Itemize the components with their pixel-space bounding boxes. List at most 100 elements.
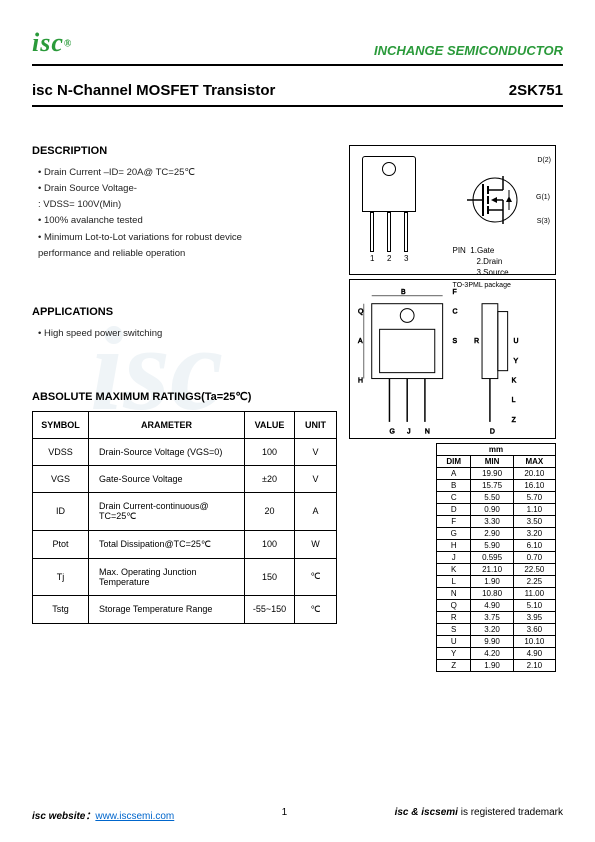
cell-dim: K bbox=[437, 564, 471, 576]
description-list: Drain Current –ID= 20A@ TC=25℃ Drain Sou… bbox=[32, 165, 337, 262]
cell-value: -55~150 bbox=[245, 595, 295, 623]
trademark-pre: isc & iscsemi bbox=[395, 807, 458, 818]
cell-dim: G bbox=[437, 528, 471, 540]
d2-label: D(2) bbox=[453, 156, 552, 166]
cell-max: 3.60 bbox=[513, 624, 555, 636]
cell-dim: D bbox=[437, 504, 471, 516]
app-item: High speed power switching bbox=[38, 326, 337, 342]
g1-label: G(1) bbox=[536, 193, 550, 203]
table-row: B 15.75 16.10 bbox=[437, 480, 556, 492]
cell-min: 1.90 bbox=[471, 576, 513, 588]
cell-max: 3.20 bbox=[513, 528, 555, 540]
company-name: INCHANGE SEMICONDUCTOR bbox=[374, 43, 563, 58]
table-row: VDSS Drain-Source Voltage (VGS=0) 100 V bbox=[33, 438, 337, 465]
cell-max: 4.90 bbox=[513, 648, 555, 660]
cell-param: Storage Temperature Range bbox=[89, 595, 245, 623]
cell-max: 5.10 bbox=[513, 600, 555, 612]
cell-max: 6.10 bbox=[513, 540, 555, 552]
table-row: S 3.20 3.60 bbox=[437, 624, 556, 636]
svg-text:Z: Z bbox=[512, 417, 516, 424]
table-row: A 19.90 20.10 bbox=[437, 468, 556, 480]
dim-col-min: MIN bbox=[471, 456, 513, 468]
left-column: DESCRIPTION Drain Current –ID= 20A@ TC=2… bbox=[32, 145, 337, 672]
table-row: R 3.75 3.95 bbox=[437, 612, 556, 624]
cell-min: 3.75 bbox=[471, 612, 513, 624]
dim-header-row: DIM MIN MAX bbox=[437, 456, 556, 468]
cell-value: 20 bbox=[245, 492, 295, 530]
table-header-row: SYMBOL ARAMETER VALUE UNIT bbox=[33, 411, 337, 438]
footer-trademark: isc & iscsemi is registered trademark bbox=[395, 807, 563, 822]
logo-reg: ® bbox=[64, 39, 72, 50]
pin-legend: D(2) G(1) bbox=[453, 150, 552, 270]
table-row: Ptot Total Dissipation@TC=25℃ 100 W bbox=[33, 530, 337, 558]
part-number: 2SK751 bbox=[509, 82, 563, 99]
cell-max: 0.70 bbox=[513, 552, 555, 564]
cell-unit: V bbox=[295, 438, 337, 465]
table-row: J 0.595 0.70 bbox=[437, 552, 556, 564]
table-row: L 1.90 2.25 bbox=[437, 576, 556, 588]
cell-param: Drain-Source Voltage (VGS=0) bbox=[89, 438, 245, 465]
table-row: ID Drain Current-continuous@ TC=25℃ 20 A bbox=[33, 492, 337, 530]
desc-item: Drain Source Voltage- bbox=[38, 181, 337, 197]
cell-symbol: Tstg bbox=[33, 595, 89, 623]
table-row: Q 4.90 5.10 bbox=[437, 600, 556, 612]
cell-dim: Y bbox=[437, 648, 471, 660]
cell-unit: ℃ bbox=[295, 558, 337, 595]
pin-num-2: 2 bbox=[387, 254, 391, 263]
table-row: H 5.90 6.10 bbox=[437, 540, 556, 552]
cell-min: 1.90 bbox=[471, 660, 513, 672]
mosfet-symbol-icon bbox=[453, 170, 538, 240]
cell-param: Gate-Source Voltage bbox=[89, 465, 245, 492]
desc-item: Drain Current –ID= 20A@ TC=25℃ bbox=[38, 165, 337, 181]
content-area: DESCRIPTION Drain Current –ID= 20A@ TC=2… bbox=[32, 145, 563, 672]
svg-text:H: H bbox=[358, 377, 363, 384]
logo-text: isc bbox=[32, 28, 64, 57]
right-column: 1 2 3 D(2) bbox=[349, 145, 556, 672]
cell-min: 9.90 bbox=[471, 636, 513, 648]
cell-dim: J bbox=[437, 552, 471, 564]
cell-max: 5.70 bbox=[513, 492, 555, 504]
pin-h: PIN bbox=[453, 246, 466, 255]
desc-item: 100% avalanche tested bbox=[38, 213, 337, 229]
dim-unit-header: mm bbox=[437, 444, 556, 456]
svg-text:B: B bbox=[401, 289, 406, 296]
cell-unit: A bbox=[295, 492, 337, 530]
cell-min: 3.20 bbox=[471, 624, 513, 636]
cell-min: 0.90 bbox=[471, 504, 513, 516]
table-row: K 21.10 22.50 bbox=[437, 564, 556, 576]
cell-symbol: VGS bbox=[33, 465, 89, 492]
cell-min: 5.50 bbox=[471, 492, 513, 504]
mechanical-drawing-icon: B A Q H C S F R K U Y L Z G J N bbox=[354, 284, 551, 437]
website-link[interactable]: www.iscsemi.com bbox=[95, 811, 174, 822]
cell-value: ±20 bbox=[245, 465, 295, 492]
svg-text:L: L bbox=[512, 397, 516, 404]
table-row: Tj Max. Operating Junction Temperature 1… bbox=[33, 558, 337, 595]
ratings-heading: ABSOLUTE MAXIMUM RATINGS(Ta=25℃) bbox=[32, 390, 337, 403]
cell-min: 5.90 bbox=[471, 540, 513, 552]
table-row: D 0.90 1.10 bbox=[437, 504, 556, 516]
footer-website: isc website：www.iscsemi.com bbox=[32, 807, 174, 822]
table-row: G 2.90 3.20 bbox=[437, 528, 556, 540]
cell-min: 2.90 bbox=[471, 528, 513, 540]
ratings-table: SYMBOL ARAMETER VALUE UNIT VDSS Drain-So… bbox=[32, 411, 337, 624]
cell-dim: A bbox=[437, 468, 471, 480]
table-row: U 9.90 10.10 bbox=[437, 636, 556, 648]
table-row: Tstg Storage Temperature Range -55~150 ℃ bbox=[33, 595, 337, 623]
cell-value: 150 bbox=[245, 558, 295, 595]
desc-item: : VDSS= 100V(Min) bbox=[38, 197, 337, 213]
svg-text:D: D bbox=[490, 429, 495, 436]
trademark-post: is registered trademark bbox=[458, 807, 563, 818]
cell-min: 19.90 bbox=[471, 468, 513, 480]
table-row: C 5.50 5.70 bbox=[437, 492, 556, 504]
pin-num-1: 1 bbox=[370, 254, 374, 263]
svg-text:N: N bbox=[425, 429, 430, 436]
cell-symbol: Ptot bbox=[33, 530, 89, 558]
col-parameter: ARAMETER bbox=[89, 411, 245, 438]
cell-symbol: Tj bbox=[33, 558, 89, 595]
mechanical-diagram: B A Q H C S F R K U Y L Z G J N bbox=[349, 279, 556, 439]
cell-max: 11.00 bbox=[513, 588, 555, 600]
cell-min: 15.75 bbox=[471, 480, 513, 492]
cell-dim: R bbox=[437, 612, 471, 624]
applications-heading: APPLICATIONS bbox=[32, 306, 337, 318]
website-label: isc website： bbox=[32, 811, 95, 822]
